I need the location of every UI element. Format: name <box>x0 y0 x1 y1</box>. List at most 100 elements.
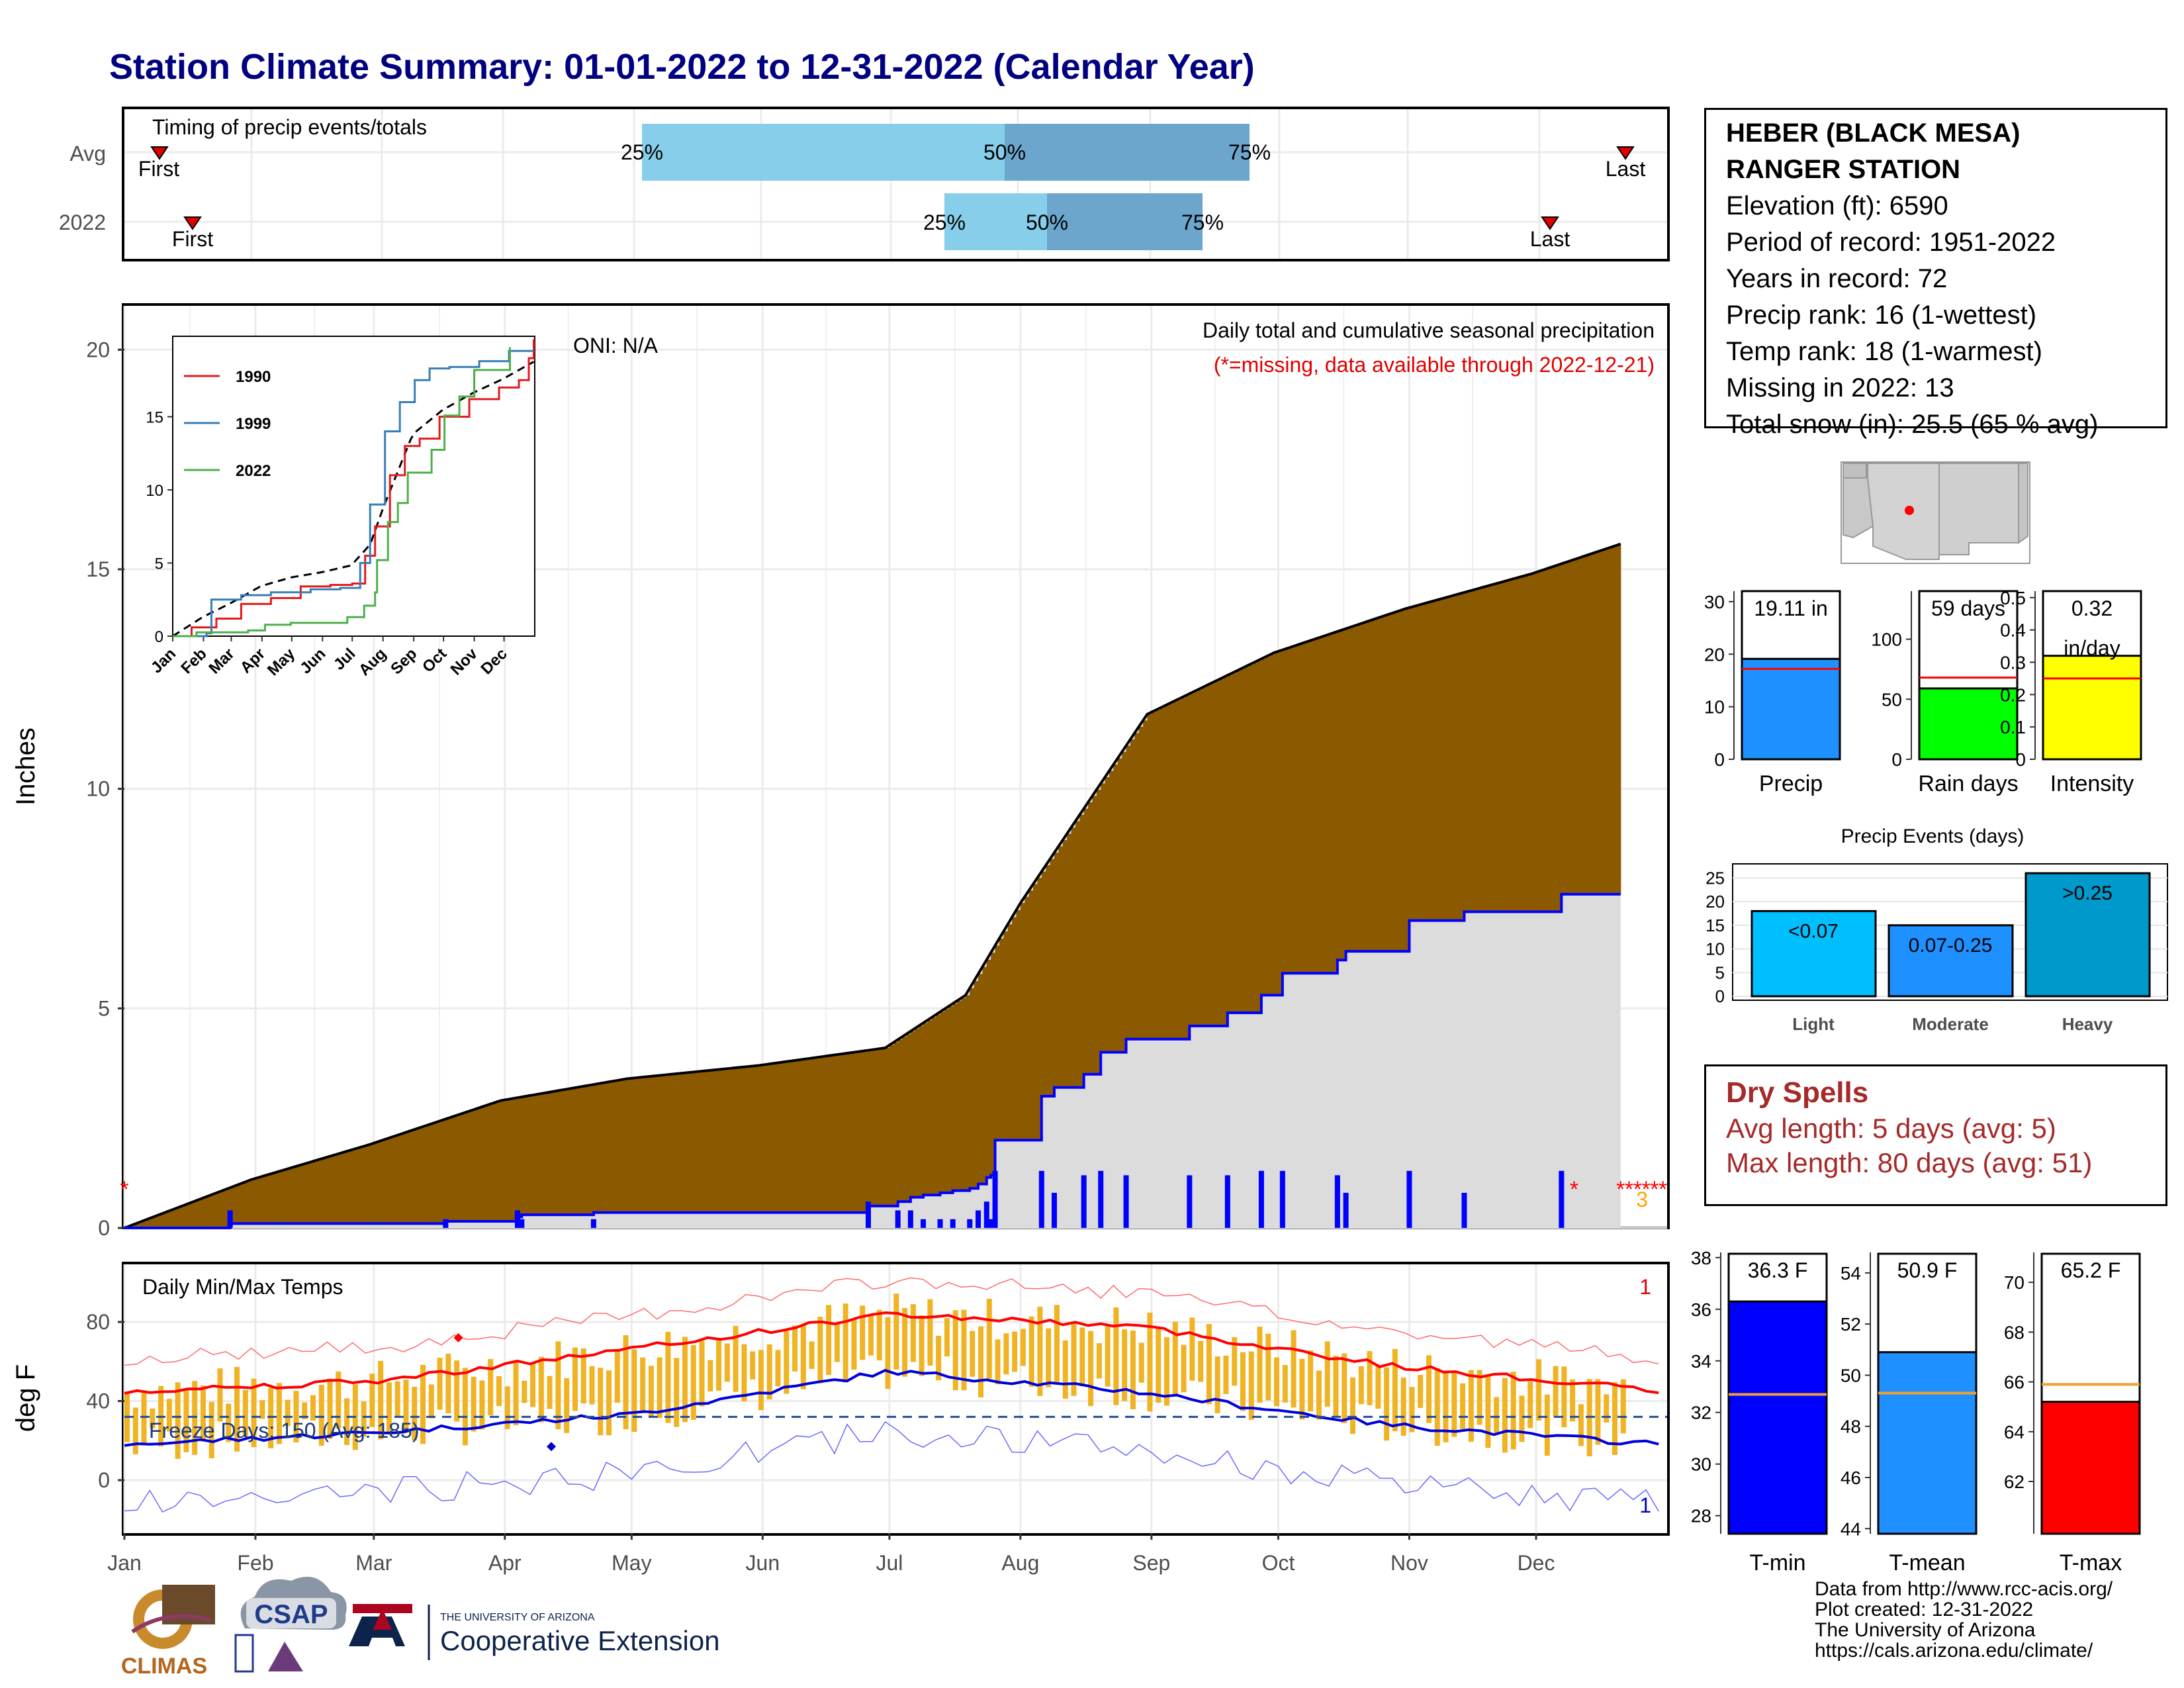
departure-bar <box>1396 611 1402 952</box>
departure-bar <box>631 1078 637 1213</box>
events-title: Precip Events (days) <box>1841 825 2025 847</box>
record-high-count: 1 <box>1639 1275 1651 1299</box>
departure-bar <box>1570 561 1575 894</box>
station-temp-rank: Temp rank: 18 (1-warmest) <box>1726 337 2042 366</box>
departure-bar <box>1126 745 1131 1039</box>
temp-small-tick-label: 66 <box>2004 1372 2025 1393</box>
departure-bar <box>648 1076 653 1213</box>
events-bar <box>1751 910 1877 998</box>
daily-temp-bar <box>412 1386 418 1440</box>
events-bar-label: <0.07 <box>1788 920 1839 942</box>
departure-bar <box>653 1076 658 1213</box>
departure-bar <box>221 1191 226 1228</box>
departure-bar <box>1210 683 1216 1026</box>
departure-bar <box>1574 559 1579 894</box>
departure-bar <box>1578 558 1583 894</box>
missing-marker: * <box>1570 1177 1578 1202</box>
timing-label: Timing of precip events/totals <box>152 115 427 139</box>
temp-small-tick-label: 36 <box>1691 1299 1711 1320</box>
daily-temp-bar <box>268 1387 274 1448</box>
departure-bar <box>623 1079 628 1213</box>
departure-bar <box>952 1004 958 1191</box>
daily-temp-bar <box>428 1384 434 1419</box>
avg-p25-label: 25% <box>621 140 663 164</box>
departure-bar <box>1138 726 1144 1039</box>
departure-bar <box>1007 924 1013 1141</box>
daily-temp-bar <box>378 1360 384 1440</box>
record-low-line <box>124 1421 1659 1513</box>
departure-bar <box>842 1053 848 1213</box>
departure-bar <box>365 1145 371 1224</box>
departure-bar <box>1422 604 1427 921</box>
temp-small-bar <box>1877 1351 1978 1535</box>
departure-bar <box>1168 704 1173 1039</box>
small-value-label: 19.11 in <box>1754 596 1828 620</box>
departure-bar <box>1122 751 1127 1053</box>
departure-bar <box>226 1189 231 1228</box>
daily-temp-bar <box>1426 1355 1432 1423</box>
credit-line: Data from http://www.rcc-acis.org/ <box>1815 1578 2113 1600</box>
daily-temp-bar <box>868 1315 874 1356</box>
daily-temp-bar <box>1392 1348 1398 1432</box>
station-name-2: RANGER STATION <box>1726 155 1961 184</box>
departure-bar <box>251 1180 256 1224</box>
daily-temp-bar <box>606 1370 612 1436</box>
small-tick-label: 100 <box>1871 630 1902 650</box>
daily-temp-bar <box>1028 1316 1034 1387</box>
daily-temp-bar <box>318 1384 324 1446</box>
departure-bar <box>1515 578 1520 912</box>
daily-temp-bar <box>1113 1307 1119 1405</box>
record-high-line <box>124 1277 1659 1366</box>
departure-bar <box>162 1213 167 1228</box>
credit-line: The University of Arizona <box>1815 1619 2036 1641</box>
daily-temp-bar <box>1350 1377 1356 1434</box>
daily-temp-bar <box>1342 1353 1347 1423</box>
departure-bar <box>1345 628 1351 952</box>
departure-bar <box>826 1056 831 1213</box>
daily-temp-bar <box>809 1341 815 1369</box>
departure-bar <box>1308 641 1313 974</box>
temp-small-value: 65.2 F <box>2061 1258 2121 1282</box>
daily-temp-bar <box>927 1299 933 1366</box>
departure-bar <box>931 1017 936 1196</box>
departure-bar <box>1227 675 1232 1013</box>
y-tick-label: 5 <box>98 996 110 1020</box>
daily-temp-bar <box>784 1331 790 1394</box>
departure-bar <box>1164 706 1169 1039</box>
departure-bar <box>961 998 966 1191</box>
departure-bar <box>525 1096 531 1215</box>
temp-title: Daily Min/Max Temps <box>142 1275 343 1299</box>
departure-bar <box>1016 910 1021 1141</box>
missing-marker: * <box>1641 1177 1650 1202</box>
credits: Data from http://www.rcc-acis.org/ Plot … <box>1815 1579 2113 1661</box>
departure-bar <box>1088 802 1093 1074</box>
daily-temp-bar <box>1443 1372 1449 1442</box>
station-name-1: HEBER (BLACK MESA) <box>1726 118 2021 148</box>
temp-small-bar <box>1727 1300 1828 1535</box>
departure-bar <box>948 1006 954 1193</box>
daily-temp-bar <box>496 1376 502 1407</box>
daily-temp-bar <box>589 1366 595 1405</box>
departure-bar <box>1447 597 1452 921</box>
small-tick-label: 0.3 <box>2000 652 2026 673</box>
daily-temp-bar <box>970 1331 976 1377</box>
daily-temp-bar <box>522 1380 527 1403</box>
small-tick-label: 30 <box>1704 592 1725 612</box>
departure-bar <box>1489 585 1494 912</box>
events-bar <box>1888 924 2014 998</box>
departure-bar <box>695 1072 700 1213</box>
missing-marker: * <box>120 1177 128 1202</box>
departure-bar <box>1054 853 1059 1088</box>
departure-bar <box>166 1211 171 1228</box>
departure-bar <box>876 1049 882 1206</box>
daily-temp-bar <box>1282 1365 1288 1403</box>
departure-bar <box>1468 591 1473 912</box>
departure-bar <box>369 1144 375 1224</box>
temp-y-label: 80 <box>86 1310 110 1334</box>
temp-small-tick-label: 62 <box>2004 1472 2025 1492</box>
departure-bar <box>399 1134 404 1224</box>
departure-bar <box>995 945 1000 1141</box>
daily-temp-bar <box>1265 1333 1271 1401</box>
departure-bar <box>784 1062 789 1213</box>
